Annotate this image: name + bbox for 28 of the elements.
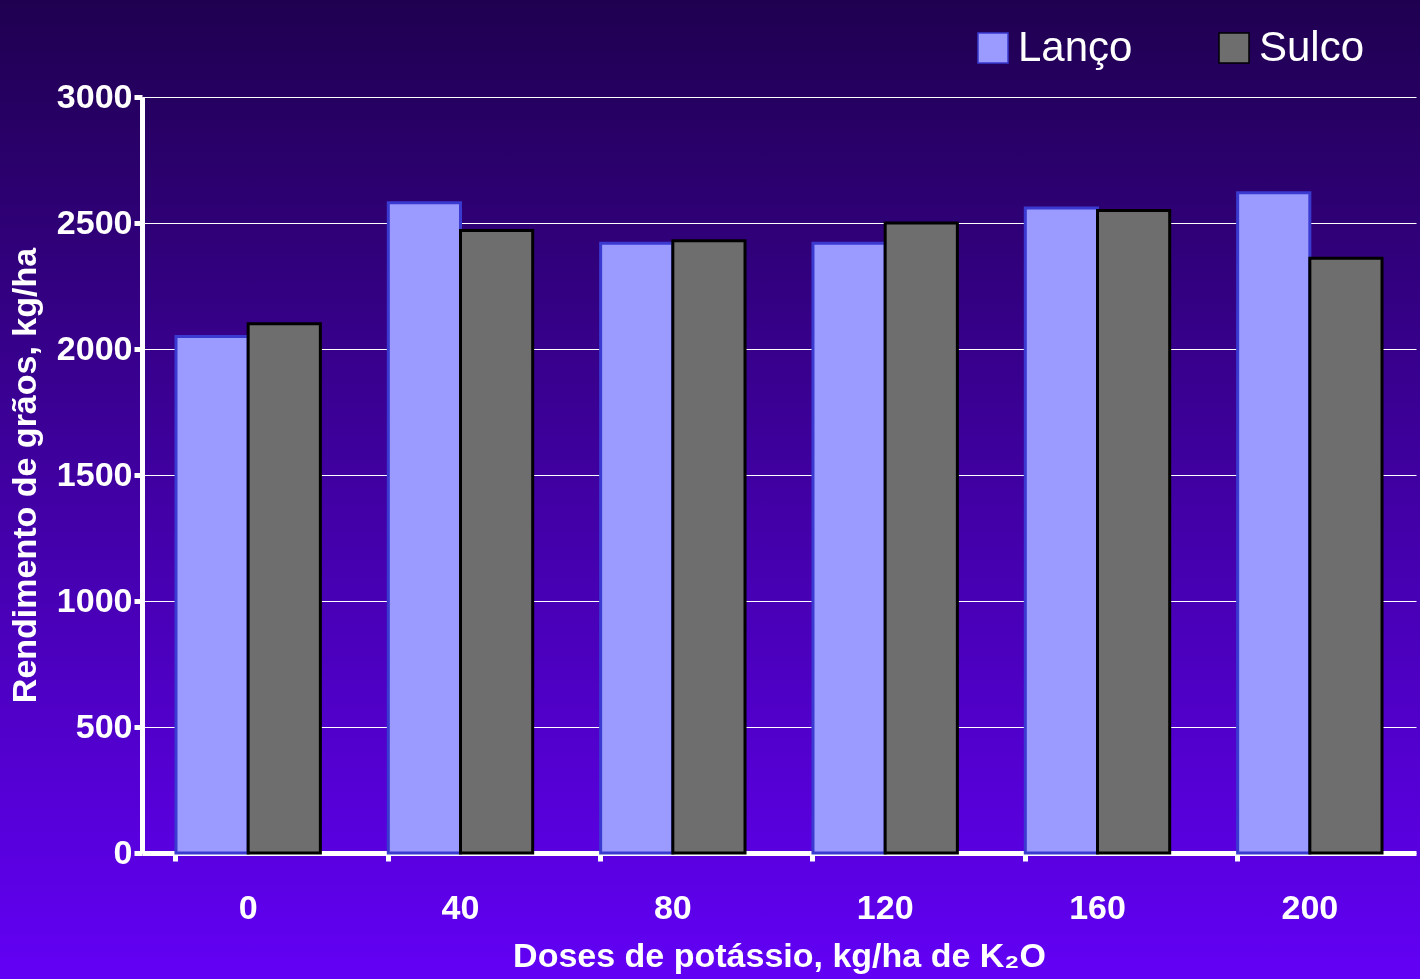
y-tick-label: 500 [75, 706, 133, 745]
y-tick-label: 2500 [56, 202, 133, 241]
bar [811, 241, 887, 855]
bar [1023, 206, 1099, 855]
bar [386, 201, 462, 855]
x-axis-title: Doses de potássio, kg/ha de K₂O [513, 935, 1046, 974]
bar [459, 229, 535, 855]
bar [671, 239, 747, 855]
x-tick-label: 200 [1281, 887, 1339, 926]
x-tick-label: 0 [238, 887, 258, 926]
bar [883, 221, 959, 855]
x-tick-label: 40 [441, 887, 480, 926]
bar [1096, 208, 1172, 855]
bar [1236, 191, 1312, 855]
y-tick-label: 2000 [56, 328, 133, 367]
y-tick-label: 0 [113, 832, 133, 871]
x-tick-label: 80 [653, 887, 692, 926]
x-tick-label: 160 [1069, 887, 1126, 926]
legend-label: Lanço [1018, 23, 1133, 70]
y-tick-label: 1500 [56, 454, 133, 493]
y-tick-label: 3000 [56, 76, 133, 115]
bar [246, 322, 322, 855]
y-axis-title: Rendimento de grãos, kg/ha [4, 246, 43, 704]
bar [1308, 256, 1384, 855]
legend-label: Sulco [1259, 23, 1365, 70]
x-tick-label: 120 [856, 887, 914, 926]
y-tick-label: 1000 [56, 580, 133, 619]
bar [174, 334, 250, 855]
